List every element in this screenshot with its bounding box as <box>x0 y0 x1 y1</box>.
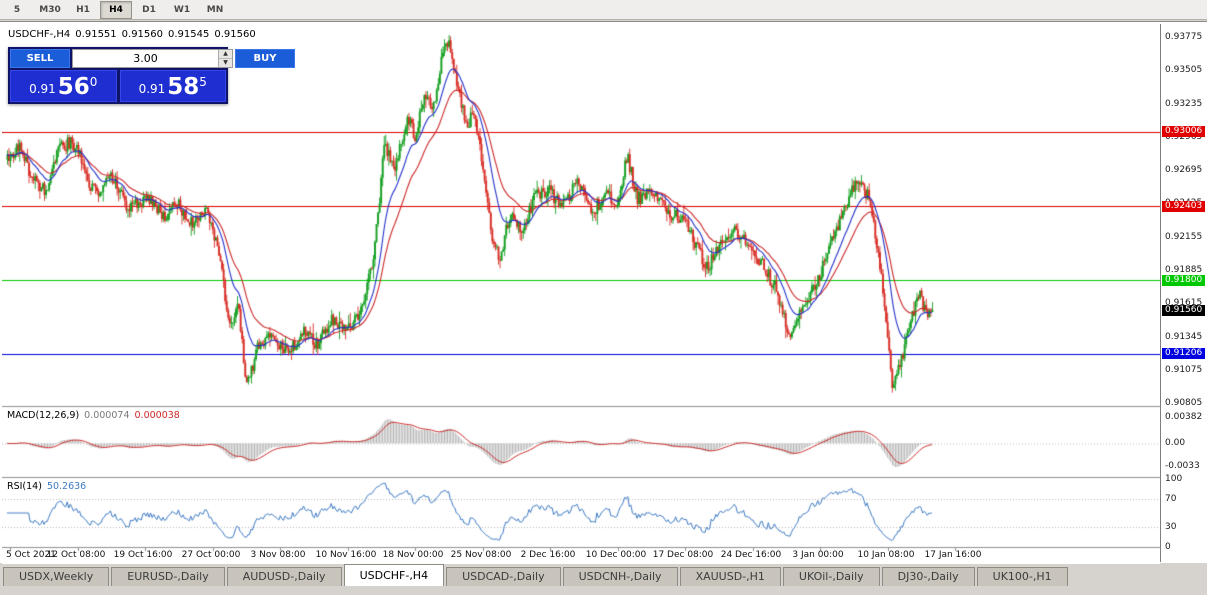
one-click-trade-panel: SELL ▲ ▼ BUY 0.91 56 0 0.91 <box>8 47 295 104</box>
sell-price-big: 56 <box>57 74 90 100</box>
macd-signal-value: 0.000038 <box>134 410 180 421</box>
price-tick-label: 0.93775 <box>1165 31 1203 42</box>
time-label: 3 Nov 08:00 <box>250 550 306 560</box>
level-price-box: 0.92403 <box>1162 200 1206 212</box>
price-scale[interactable]: 0.937750.935050.932350.929650.926950.924… <box>1160 24 1207 562</box>
bar-close: 0.91560 <box>214 29 256 40</box>
chart-symbol: USDCHF-,H4 <box>8 29 71 40</box>
chart-tab-usdcad-daily[interactable]: USDCAD-,Daily <box>446 567 561 586</box>
buy-button[interactable]: BUY <box>235 49 295 68</box>
period-button-5[interactable]: 5 <box>13 4 21 15</box>
period-button-mn[interactable]: MN <box>206 4 224 15</box>
time-label: 10 Nov 16:00 <box>315 550 377 560</box>
bar-low: 0.91545 <box>168 29 210 40</box>
price-tick-label: 0.91075 <box>1165 364 1203 375</box>
price-tick-label: 0.93505 <box>1165 65 1203 76</box>
price-tick-label: 0.93235 <box>1165 98 1203 109</box>
level-price-box: 0.91206 <box>1162 348 1206 360</box>
buy-price-main: 0.91 <box>138 82 166 96</box>
macd-axis-label: 0.00382 <box>1165 412 1203 423</box>
rsi-name: RSI(14) <box>7 481 42 492</box>
time-label: 10 Jan 08:00 <box>857 550 915 560</box>
period-button-w1[interactable]: W1 <box>173 4 191 15</box>
rsi-indicator-label: RSI(14) 50.2636 <box>7 481 91 492</box>
time-label: 2 Dec 16:00 <box>520 550 576 560</box>
period-button-m30[interactable]: M30 <box>39 4 61 15</box>
time-label: 17 Dec 08:00 <box>652 550 714 560</box>
time-label: 19 Oct 16:00 <box>113 550 173 560</box>
chart-tab-ukoil-daily[interactable]: UKOil-,Daily <box>782 567 880 586</box>
volume-up-icon[interactable]: ▲ <box>219 50 232 59</box>
time-label: 5 Oct 2021 <box>6 550 56 560</box>
macd-name: MACD(12,26,9) <box>7 410 80 421</box>
chart-tab-uk100-h1[interactable]: UK100-,H1 <box>976 567 1068 586</box>
macd-axis-label: 0.00 <box>1165 438 1186 449</box>
time-label: 27 Oct 00:00 <box>181 550 241 560</box>
rsi-axis-label: 0 <box>1165 542 1171 552</box>
chart-tab-audusd-daily[interactable]: AUDUSD-,Daily <box>226 567 342 586</box>
rsi-axis-label: 30 <box>1165 521 1177 532</box>
chart-tab-eurusd-daily[interactable]: EURUSD-,Daily <box>111 567 225 586</box>
chart-title: USDCHF-,H4 0.91551 0.91560 0.91545 0.91560 <box>8 29 261 40</box>
time-label: 18 Nov 00:00 <box>382 550 444 560</box>
time-label: 24 Dec 16:00 <box>720 550 782 560</box>
chart-canvas[interactable] <box>2 24 1160 564</box>
time-label: 10 Dec 00:00 <box>585 550 647 560</box>
volume-input[interactable] <box>73 50 218 67</box>
volume-box: ▲ ▼ <box>72 49 233 68</box>
chart-tab-usdchf-h4[interactable]: USDCHF-,H4 <box>343 564 445 586</box>
price-tick-label: 0.92155 <box>1165 231 1203 242</box>
chart-tabs-bar: USDX,Weekly EURUSD-,Daily AUDUSD-,Daily USD… <box>0 564 1207 586</box>
price-tick-label: 0.91345 <box>1165 331 1203 342</box>
rsi-axis-label: 70 <box>1165 494 1177 505</box>
level-price-box: 0.91800 <box>1162 274 1206 286</box>
sell-price-main: 0.91 <box>29 82 56 96</box>
rsi-value: 50.2636 <box>46 481 87 492</box>
macd-axis-label: -0.0033 <box>1165 460 1200 471</box>
time-label: 25 Nov 08:00 <box>450 550 512 560</box>
chart-tab-usdcnh-daily[interactable]: USDCNH-,Daily <box>562 567 678 586</box>
sell-price-sup: 0 <box>89 75 98 89</box>
sell-price-button[interactable]: 0.91 56 0 <box>10 70 117 102</box>
last-price-box: 0.91560 <box>1162 304 1206 316</box>
chart-tab-usdx-weekly[interactable]: USDX,Weekly <box>3 567 110 586</box>
macd-indicator-label: MACD(12,26,9) 0.000074 0.000038 <box>7 410 185 421</box>
bar-high: 0.91560 <box>121 29 164 40</box>
period-button-h4[interactable]: H4 <box>100 0 132 19</box>
macd-main-value: 0.000074 <box>84 410 130 421</box>
time-label: 12 Oct 08:00 <box>46 550 106 560</box>
time-label: 3 Jan 00:00 <box>792 550 844 560</box>
price-tick-label: 0.90805 <box>1165 398 1203 409</box>
price-tick-label: 0.91615 <box>1165 298 1203 309</box>
level-price-box: 0.93006 <box>1162 126 1206 138</box>
chart-window: USDCHF-,H4 0.91551 0.91560 0.91545 0.91560 S… <box>0 21 1207 564</box>
chart-tab-xauusd-h1[interactable]: XAUUSD-,H1 <box>679 567 781 586</box>
sell-button[interactable]: SELL <box>10 49 70 68</box>
buy-price-sup: 5 <box>199 75 207 89</box>
price-tick-label: 0.92695 <box>1165 165 1203 176</box>
period-button-d1[interactable]: D1 <box>142 4 156 15</box>
bar-open: 0.91551 <box>75 29 117 40</box>
chart-tab-dj30-daily[interactable]: DJ30-,Daily <box>881 567 975 586</box>
buy-price-button[interactable]: 0.91 58 5 <box>119 70 226 102</box>
volume-down-icon[interactable]: ▼ <box>219 59 232 67</box>
price-tick-label: 0.91885 <box>1165 264 1203 275</box>
buy-price-big: 58 <box>167 74 200 100</box>
time-axis[interactable]: 5 Oct 2021 12 Oct 08:00 19 Oct 16:00 27 Oct… <box>2 550 1158 563</box>
period-button-h1[interactable]: H1 <box>76 4 90 15</box>
time-label: 17 Jan 16:00 <box>924 550 982 560</box>
rsi-axis-label: 100 <box>1165 474 1183 484</box>
volume-spinner: ▲ ▼ <box>218 50 232 67</box>
timeframe-toolbar: 5 M30 H1 H4 D1 W1 MN <box>0 0 1207 20</box>
